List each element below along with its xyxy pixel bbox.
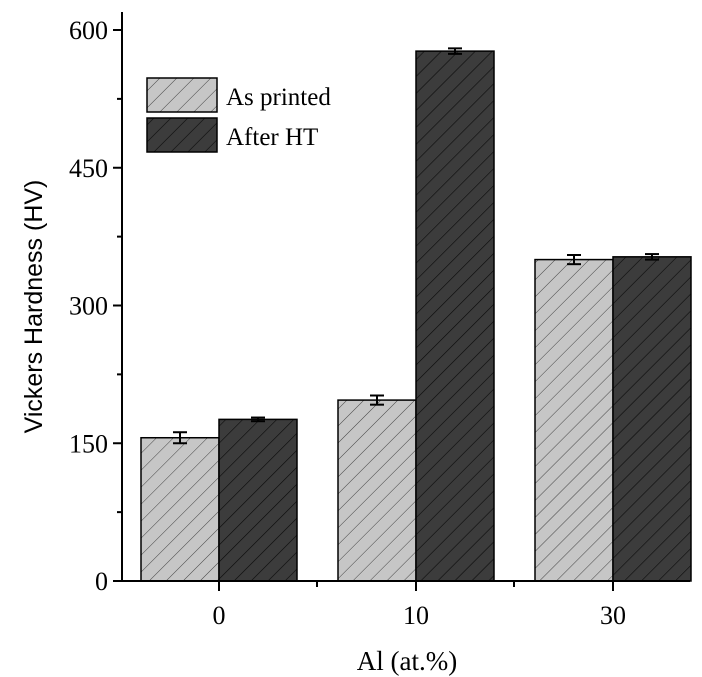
y-tick-label: 0 [95,567,108,596]
x-axis-ticks: 0 10 30 [213,581,626,630]
bar-as-printed-30 [534,258,614,582]
legend-label: After HT [226,124,318,151]
y-tick-label: 450 [69,154,108,183]
y-tick-label: 150 [69,429,108,458]
bar-as-printed-10 [337,399,417,582]
bar-as-printed-0 [140,436,220,582]
legend: As printed After HT [146,77,331,153]
legend-swatch [146,117,218,153]
x-tick-label: 0 [213,601,226,630]
y-tick-label: 600 [69,16,108,45]
x-tick-label: 30 [600,601,626,630]
y-tick-label: 300 [69,292,108,321]
bar-after-ht-30 [612,256,692,582]
x-tick-label: 10 [403,601,429,630]
legend-label: As printed [226,84,331,111]
y-axis-ticks: 0 150 300 450 600 [69,16,122,596]
bar-after-ht-10 [415,50,495,582]
y-axis-title: Vickers Hardness (HV) [20,180,48,434]
bar-after-ht-0 [218,418,298,582]
x-axis-title: Al (at.%) [357,646,457,676]
error-bars-group [173,47,659,445]
legend-swatch [146,77,218,113]
bars-group [140,50,692,582]
